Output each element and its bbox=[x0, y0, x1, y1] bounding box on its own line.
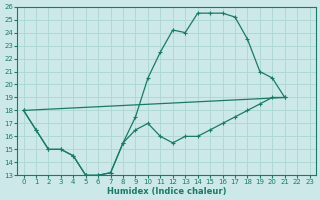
X-axis label: Humidex (Indice chaleur): Humidex (Indice chaleur) bbox=[107, 187, 226, 196]
